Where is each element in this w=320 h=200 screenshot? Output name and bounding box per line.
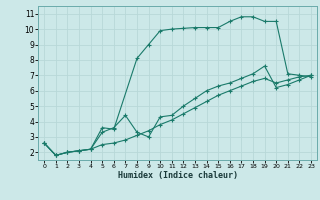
X-axis label: Humidex (Indice chaleur): Humidex (Indice chaleur) [118, 171, 238, 180]
